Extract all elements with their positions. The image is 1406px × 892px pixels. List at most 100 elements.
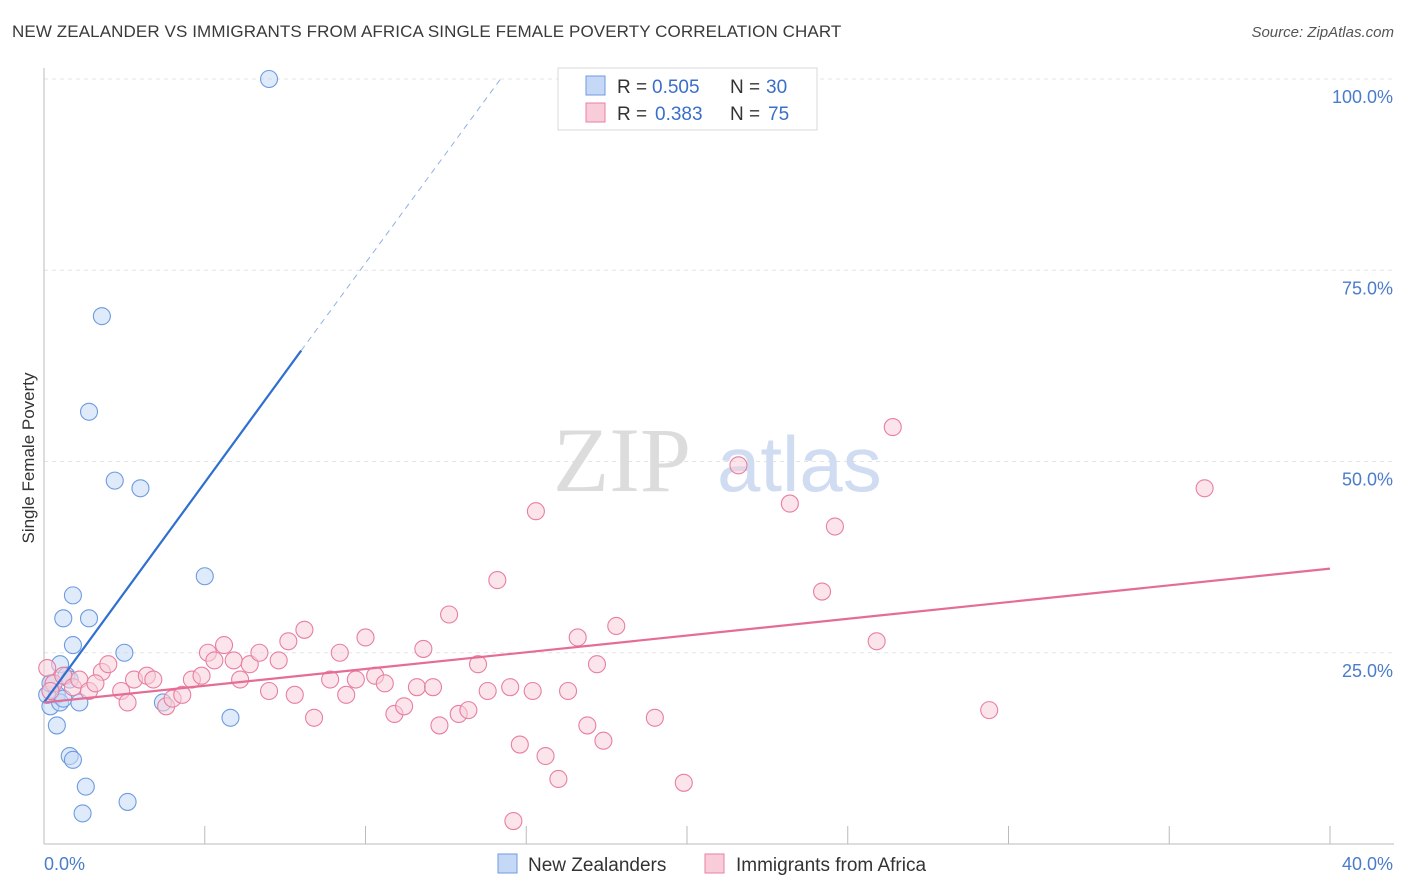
trend-lines [43, 78, 1331, 704]
bottom-legend-label-new-zealanders: New Zealanders [528, 855, 666, 876]
africa-point-29 [295, 620, 314, 639]
africa-point-51 [510, 735, 529, 754]
nz-point-5 [195, 567, 214, 586]
africa-point-27 [279, 632, 298, 651]
trend-line-new-zealanders [43, 349, 303, 704]
africa-point-67 [825, 517, 844, 536]
bottom-legend: New Zealanders Immigrants from Africa [497, 853, 926, 876]
africa-point-37 [375, 674, 394, 693]
africa-point-61 [607, 616, 626, 636]
legend-n-label-1: N = [730, 104, 760, 125]
africa-point-21 [224, 651, 243, 670]
africa-point-65 [780, 494, 799, 513]
africa-point-0 [38, 658, 57, 678]
trend-line-new-zealanders-extension [300, 78, 501, 351]
africa-point-41 [414, 639, 433, 658]
legend-box: R = 0.505 N = 30 R = 0.383 N = 75 [557, 67, 818, 131]
nz-point-10 [115, 643, 134, 662]
africa-point-59 [587, 655, 607, 674]
bottom-legend-swatch-new-zealanders [497, 853, 518, 874]
y-tick-label-0: 25.0% [1342, 661, 1393, 681]
nz-point-9 [63, 636, 82, 655]
nz-point-4 [131, 479, 150, 498]
africa-point-74 [86, 674, 105, 693]
africa-point-26 [269, 651, 288, 670]
africa-point-34 [346, 670, 365, 689]
nz-point-20 [221, 708, 240, 727]
legend-swatch-new-zealanders [585, 75, 606, 96]
trend-line-immigrants-from-africa [43, 567, 1331, 704]
africa-point-42 [423, 678, 443, 697]
nz-point-0 [259, 69, 279, 89]
africa-point-58 [578, 716, 597, 735]
africa-point-40 [407, 678, 426, 697]
x-tick-label-1: 40.0% [1342, 854, 1393, 874]
africa-point-30 [305, 708, 324, 727]
watermark-zip: ZIP [553, 409, 691, 511]
legend-swatch-immigrants-from-africa [585, 102, 606, 123]
africa-point-62 [645, 708, 664, 727]
africa-point-47 [468, 655, 488, 674]
africa-point-63 [674, 773, 693, 792]
africa-point-70 [980, 701, 999, 720]
africa-point-52 [523, 681, 542, 701]
africa-point-57 [568, 628, 587, 647]
africa-point-32 [330, 643, 349, 662]
x-tick-label-0: 0.0% [44, 854, 85, 874]
africa-point-53 [526, 502, 545, 521]
legend-r-label-1: R = [617, 104, 647, 125]
africa-point-19 [205, 651, 224, 670]
africa-point-35 [356, 628, 375, 647]
y-tick-label-2: 75.0% [1342, 278, 1393, 298]
nz-point-1 [92, 307, 111, 326]
nz-point-26 [73, 804, 92, 823]
africa-point-44 [440, 605, 459, 624]
legend-r-value-0: 0.505 [652, 77, 700, 98]
africa-point-56 [558, 681, 578, 701]
nz-point-25 [118, 792, 137, 811]
africa-point-43 [430, 716, 449, 735]
africa-point-68 [867, 632, 886, 651]
africa-point-20 [214, 636, 234, 655]
y-tick-labels: 25.0% 50.0% 75.0% 100.0% [1332, 87, 1393, 681]
nz-point-8 [79, 609, 99, 628]
legend-n-value-0: 30 [766, 77, 787, 98]
nz-point-2 [79, 402, 99, 421]
x-tick-labels: 0.0% 40.0% [44, 854, 1393, 874]
africa-point-25 [259, 681, 279, 701]
legend-r-label-0: R = [617, 77, 647, 98]
bottom-legend-swatch-immigrants-from-africa [704, 853, 725, 874]
africa-point-31 [321, 670, 340, 689]
bottom-legend-label-immigrants-from-africa: Immigrants from Africa [736, 855, 926, 876]
chart-source: Source: ZipAtlas.com [1251, 24, 1394, 41]
africa-point-15 [173, 685, 192, 704]
africa-point-39 [395, 697, 414, 716]
nz-point-7 [54, 609, 73, 628]
africa-point-22 [231, 670, 250, 689]
nz-point-23 [63, 750, 82, 769]
africa-point-54 [536, 746, 555, 766]
africa-point-60 [594, 731, 613, 750]
legend-n-label-0: N = [730, 77, 760, 98]
africa-point-33 [337, 685, 356, 704]
nz-point-21 [47, 716, 66, 735]
africa-point-12 [144, 670, 163, 689]
nz-point-24 [76, 777, 95, 796]
y-tick-label-1: 50.0% [1342, 470, 1393, 490]
nz-point-3 [105, 471, 124, 490]
legend-n-value-1: 75 [768, 104, 789, 125]
africa-point-72 [504, 811, 523, 831]
nz-point-6 [63, 586, 82, 605]
africa-point-28 [285, 685, 304, 704]
africa-point-46 [459, 701, 478, 720]
africa-point-66 [812, 582, 832, 601]
africa-point-24 [250, 643, 269, 662]
africa-point-64 [729, 456, 748, 475]
africa-point-50 [501, 678, 520, 697]
africa-point-69 [883, 418, 902, 437]
africa-point-71 [1195, 479, 1214, 498]
chart-title: NEW ZEALANDER VS IMMIGRANTS FROM AFRICA … [12, 22, 842, 41]
watermark: ZIP atlas [553, 409, 882, 511]
africa-point-17 [192, 666, 211, 685]
africa-point-7 [99, 655, 118, 674]
